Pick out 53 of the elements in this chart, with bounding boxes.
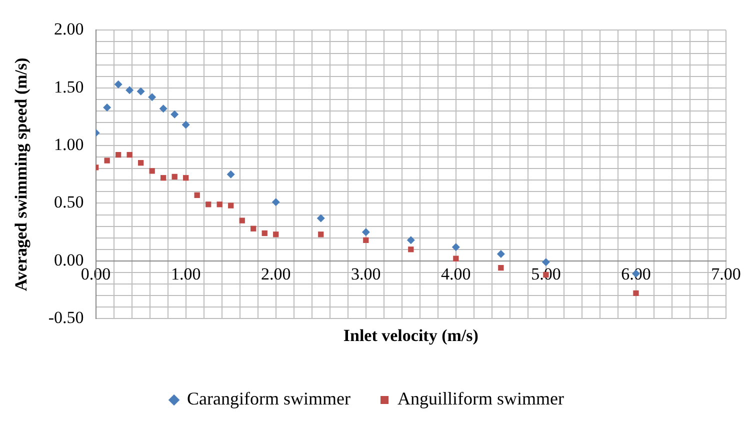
point bbox=[250, 226, 256, 232]
point bbox=[228, 202, 234, 208]
point bbox=[104, 158, 110, 164]
y-tick-label: 0.50 bbox=[54, 192, 84, 212]
point bbox=[182, 120, 190, 129]
point bbox=[542, 258, 550, 266]
x-tick-label: 3.00 bbox=[351, 264, 381, 284]
y-tick-label: 2.00 bbox=[54, 20, 84, 39]
point bbox=[362, 228, 370, 236]
y-tick-label: -0.50 bbox=[48, 308, 84, 328]
point bbox=[136, 87, 145, 96]
point bbox=[406, 236, 415, 244]
point bbox=[633, 290, 639, 296]
point bbox=[272, 198, 280, 206]
point bbox=[126, 152, 132, 158]
x-tick-label: 1.00 bbox=[170, 264, 201, 284]
point bbox=[239, 218, 245, 224]
point bbox=[194, 192, 200, 198]
point bbox=[170, 110, 179, 118]
point bbox=[183, 175, 189, 181]
point bbox=[103, 103, 112, 112]
point bbox=[408, 246, 414, 252]
y-tick-label: 1.50 bbox=[54, 77, 84, 96]
point bbox=[216, 202, 222, 208]
point bbox=[172, 174, 178, 180]
legend-label: Carangiform swimmer bbox=[187, 388, 350, 409]
point bbox=[159, 104, 168, 113]
point bbox=[273, 232, 279, 238]
point bbox=[316, 214, 325, 222]
x-axis-title: Inlet velocity (m/s) bbox=[343, 326, 478, 346]
point bbox=[453, 256, 459, 262]
point bbox=[126, 86, 134, 94]
legend-label: Anguilliform swimmer bbox=[397, 388, 564, 409]
point bbox=[114, 80, 122, 88]
point bbox=[115, 152, 122, 158]
point bbox=[206, 202, 212, 208]
point bbox=[226, 170, 235, 178]
y-axis-title: Averaged swimming speed (m/s) bbox=[12, 58, 31, 292]
point bbox=[149, 168, 155, 174]
point bbox=[318, 232, 324, 238]
point bbox=[496, 250, 505, 258]
point bbox=[452, 243, 460, 252]
x-tick-label: 4.00 bbox=[441, 264, 471, 284]
y-tick-label: 0.00 bbox=[54, 250, 84, 270]
y-tick-label: 1.00 bbox=[54, 135, 84, 154]
point bbox=[138, 160, 144, 166]
point bbox=[262, 230, 268, 236]
point bbox=[148, 93, 156, 102]
point bbox=[160, 175, 166, 181]
point bbox=[498, 265, 504, 271]
x-tick-label: 7.00 bbox=[711, 264, 741, 284]
x-tick-label: 2.00 bbox=[260, 264, 291, 284]
point bbox=[363, 237, 369, 243]
